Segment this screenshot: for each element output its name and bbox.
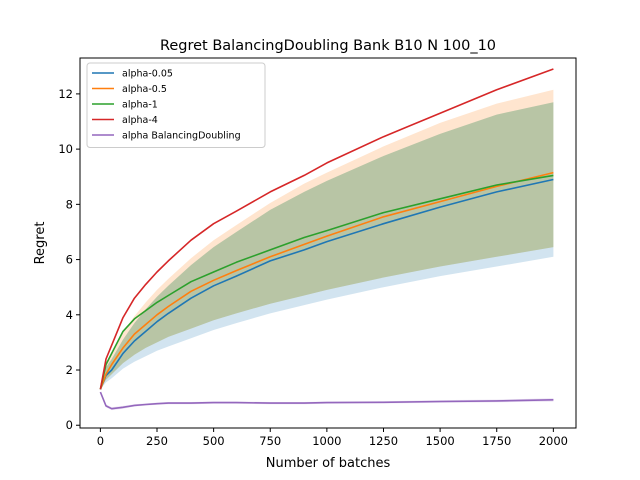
series-line-3: [99, 68, 554, 390]
y-tick-label: 8: [66, 197, 73, 211]
y-tick-label: 12: [58, 87, 73, 101]
y-axis-label: Regret: [33, 222, 48, 265]
x-tick-label: 0: [97, 434, 104, 448]
confidence-band-0: [100, 102, 554, 390]
series-line-1: [99, 171, 554, 390]
x-tick-label: 2000: [539, 434, 568, 448]
plot-frame: [79, 57, 577, 429]
legend-label: alpha-0.05: [122, 69, 173, 80]
legend-label: alpha-1: [122, 100, 158, 111]
x-axis-label: Number of batches: [266, 456, 391, 471]
series-line-0: [99, 178, 554, 390]
y-tick-label: 0: [66, 418, 73, 432]
legend-label: alpha-0.5: [122, 84, 167, 95]
confidence-band-2: [100, 102, 554, 390]
x-tick-label: 1500: [425, 434, 454, 448]
x-axis: 0 250 500 750 1000 1250 1500 1750 2000: [97, 428, 568, 448]
y-tick-label: 2: [66, 363, 73, 377]
plot-area: [99, 68, 554, 411]
x-tick-label: 500: [203, 434, 225, 448]
x-tick-label: 1000: [312, 434, 341, 448]
chart-title: Regret BalancingDoubling Bank B10 N 100_…: [160, 38, 496, 54]
legend-box: [86, 62, 266, 148]
confidence-band-1: [100, 89, 554, 390]
y-axis: 0 2 4 6 8 10 12: [58, 87, 80, 432]
legend-label: alpha BalancingDoubling: [122, 131, 241, 142]
y-tick-label: 10: [58, 142, 73, 156]
y-tick-label: 6: [66, 253, 73, 267]
series-line-4: [99, 391, 554, 410]
legend-label: alpha-4: [122, 115, 158, 126]
y-tick-label: 4: [66, 308, 73, 322]
x-tick-label: 750: [259, 434, 281, 448]
legend: alpha-0.05 alpha-0.5 alpha-1 alpha-4 alpha B…: [86, 62, 266, 148]
series-line-2: [99, 174, 554, 390]
x-tick-label: 250: [146, 434, 168, 448]
x-tick-label: 1250: [369, 434, 398, 448]
x-tick-label: 1750: [482, 434, 511, 448]
